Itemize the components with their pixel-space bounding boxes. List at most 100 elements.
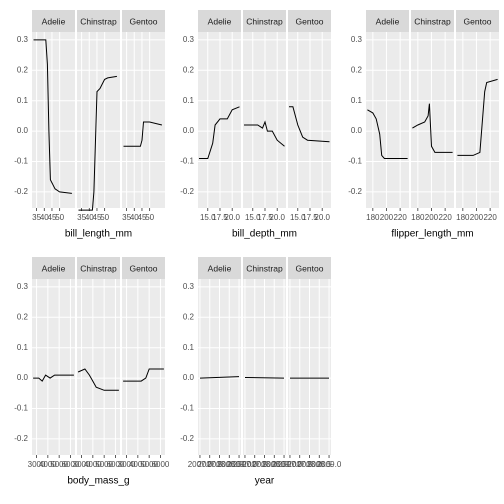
panel xyxy=(122,279,165,455)
strip xyxy=(122,257,165,279)
x-tick-label: 50 xyxy=(55,213,64,222)
y-tick-label: 0.2 xyxy=(183,65,195,74)
x-tick-label: 17.5 xyxy=(302,213,318,222)
x-axis-label: body_mass_g xyxy=(67,476,129,487)
x-axis-label: bill_length_mm xyxy=(65,229,132,240)
facet-label: Chinstrap xyxy=(246,263,283,273)
strip xyxy=(366,10,409,32)
line xyxy=(33,374,74,382)
x-tick-label: 45 xyxy=(48,213,57,222)
x-tick-label: 180 xyxy=(411,213,425,222)
y-tick-label: 0.3 xyxy=(183,35,195,44)
strip xyxy=(288,257,331,279)
panel xyxy=(32,32,75,208)
facet-label: Chinstrap xyxy=(414,16,451,26)
facet-label: Gentoo xyxy=(296,263,324,273)
x-tick-label: 3000 xyxy=(73,460,91,469)
x-axis-label: flipper_length_mm xyxy=(391,229,473,240)
facet-label: Adelie xyxy=(42,263,66,273)
x-tick-label: 2008.0 xyxy=(297,460,322,469)
facet-label: Gentoo xyxy=(296,16,324,26)
line xyxy=(33,39,72,194)
y-tick-label: -0.2 xyxy=(14,187,28,196)
x-tick-label: 6000 xyxy=(152,460,170,469)
x-tick-label: 45 xyxy=(138,213,147,222)
x-tick-label: 20.0 xyxy=(224,213,240,222)
line xyxy=(199,106,240,159)
line xyxy=(244,377,285,379)
line xyxy=(244,120,285,147)
x-tick-label: 2007.5 xyxy=(242,460,267,469)
x-tick-label: 15.0 xyxy=(290,213,306,222)
panel xyxy=(122,32,165,208)
strip xyxy=(456,10,499,32)
line xyxy=(199,376,240,379)
line xyxy=(77,368,119,391)
x-tick-label: 2007.5 xyxy=(287,460,312,469)
x-tick-label: 3000 xyxy=(118,460,136,469)
x-tick-label: 3000 xyxy=(28,460,46,469)
x-tick-label: 200 xyxy=(380,213,394,222)
strip xyxy=(122,10,165,32)
x-tick-label: 2009.0 xyxy=(227,460,252,469)
strip xyxy=(243,257,286,279)
line xyxy=(123,368,164,382)
y-tick-label: 0.3 xyxy=(17,35,29,44)
strip xyxy=(243,10,286,32)
facet-label: Gentoo xyxy=(464,16,492,26)
y-tick-label: 0.0 xyxy=(183,126,195,135)
y-tick-label: 0.0 xyxy=(17,126,29,135)
x-tick-label: 180 xyxy=(366,213,380,222)
x-tick-label: 2007.0 xyxy=(233,460,258,469)
y-tick-label: 0.3 xyxy=(351,35,363,44)
y-tick-label: 0.0 xyxy=(17,373,29,382)
x-tick-label: 5000 xyxy=(50,460,68,469)
y-tick-label: -0.1 xyxy=(180,404,194,413)
y-tick-label: -0.1 xyxy=(348,157,362,166)
strip xyxy=(77,10,120,32)
x-tick-label: 17.5 xyxy=(257,213,273,222)
strip xyxy=(198,257,241,279)
x-tick-label: 35 xyxy=(122,213,131,222)
x-tick-label: 45 xyxy=(93,213,102,222)
x-tick-label: 15.0 xyxy=(245,213,261,222)
facet-label: Chinstrap xyxy=(80,16,117,26)
x-tick-label: 4000 xyxy=(84,460,102,469)
facet-label: Adelie xyxy=(376,16,400,26)
line xyxy=(78,75,117,211)
panel xyxy=(32,279,75,455)
x-axis-label: year xyxy=(255,476,275,487)
y-tick-label: 0.2 xyxy=(17,312,29,321)
facet-label: Adelie xyxy=(42,16,66,26)
strip xyxy=(77,257,120,279)
x-tick-label: 220 xyxy=(393,213,407,222)
x-tick-label: 15.0 xyxy=(200,213,216,222)
x-tick-label: 5000 xyxy=(140,460,158,469)
facet-label: Adelie xyxy=(208,263,232,273)
x-tick-label: 200 xyxy=(425,213,439,222)
x-tick-label: 2007.5 xyxy=(197,460,222,469)
x-tick-label: 17.5 xyxy=(212,213,228,222)
y-tick-label: -0.2 xyxy=(14,434,28,443)
x-tick-label: 6000 xyxy=(107,460,125,469)
strip xyxy=(32,257,75,279)
strip xyxy=(288,10,331,32)
y-tick-label: 0.2 xyxy=(17,65,29,74)
strip xyxy=(198,10,241,32)
facet-label: Gentoo xyxy=(130,16,158,26)
x-tick-label: 2009.0 xyxy=(317,460,342,469)
x-tick-label: 40 xyxy=(130,213,139,222)
y-tick-label: 0.1 xyxy=(183,343,195,352)
x-tick-label: 50 xyxy=(100,213,109,222)
y-tick-label: 0.1 xyxy=(351,96,363,105)
y-tick-label: -0.1 xyxy=(14,157,28,166)
y-tick-label: -0.2 xyxy=(348,187,362,196)
x-tick-label: 35 xyxy=(32,213,41,222)
x-tick-label: 2008.5 xyxy=(307,460,332,469)
y-tick-label: 0.1 xyxy=(183,96,195,105)
panel xyxy=(77,32,120,208)
y-tick-label: 0.2 xyxy=(183,312,195,321)
x-tick-label: 2008.0 xyxy=(207,460,232,469)
y-tick-label: -0.2 xyxy=(180,187,194,196)
